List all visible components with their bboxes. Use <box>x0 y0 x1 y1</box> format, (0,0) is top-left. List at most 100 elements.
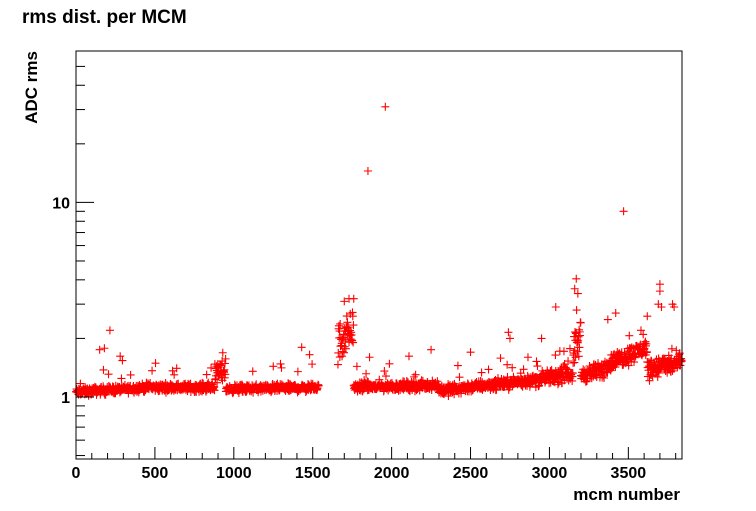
data-point <box>348 336 357 345</box>
data-point <box>562 364 571 373</box>
data-point <box>221 354 230 363</box>
data-point <box>99 365 108 374</box>
data-point <box>573 347 582 356</box>
data-point <box>344 323 353 332</box>
y-axis-label: ADC rms <box>22 51 41 124</box>
data-point <box>207 363 216 372</box>
data-point <box>314 381 323 390</box>
data-point <box>217 361 226 370</box>
data-point-outlier <box>105 326 114 335</box>
data-point-outlier <box>116 352 125 361</box>
data-point <box>336 319 345 328</box>
data-point-outlier <box>572 274 581 283</box>
data-point <box>340 342 349 351</box>
data-point <box>220 365 229 374</box>
data-point <box>210 386 219 395</box>
data-point <box>349 321 358 330</box>
x-tick-label: 1000 <box>216 465 252 482</box>
data-point <box>213 378 222 387</box>
data-point <box>338 352 347 361</box>
data-point-outlier <box>573 289 582 298</box>
data-point <box>574 352 583 361</box>
data-point-outlier <box>603 315 612 324</box>
x-tick-label: 0 <box>72 465 81 482</box>
data-point <box>553 380 562 389</box>
x-tick-label: 3500 <box>611 465 647 482</box>
data-point <box>572 306 581 315</box>
data-point <box>455 373 464 382</box>
data-point <box>523 353 532 362</box>
data-point <box>148 366 157 375</box>
data-point <box>453 361 462 370</box>
data-point-outlier <box>297 343 306 352</box>
data-point <box>76 379 85 388</box>
data-point <box>221 370 230 379</box>
data-point <box>364 378 373 387</box>
y-axis: 1 10 <box>52 65 94 457</box>
data-point <box>642 347 651 356</box>
data-point <box>576 331 585 340</box>
data-point-outlier <box>340 297 349 306</box>
data-point <box>503 360 512 369</box>
data-point <box>348 312 357 321</box>
data-point-outlier <box>670 303 679 312</box>
data-point <box>168 366 177 375</box>
data-point-outlier <box>100 344 109 353</box>
data-point <box>574 332 583 341</box>
data-point-outlier <box>643 312 652 321</box>
data-point <box>559 347 568 356</box>
data-point <box>343 318 352 327</box>
data-point <box>411 370 420 379</box>
data-point <box>334 321 343 330</box>
data-point <box>639 330 648 339</box>
data-point-outlier <box>363 167 372 176</box>
data-point <box>277 363 286 372</box>
data-point <box>276 359 285 368</box>
data-point-outlier <box>611 309 620 318</box>
x-tick-label: 3000 <box>532 465 568 482</box>
y-tick-label: 10 <box>52 195 70 212</box>
data-point-outlier <box>381 102 390 111</box>
data-point <box>496 354 505 363</box>
data-point <box>218 348 227 357</box>
data-point-outlier <box>349 294 358 303</box>
data-point <box>477 368 486 377</box>
data-point <box>532 357 541 366</box>
data-point-outlier <box>504 328 513 337</box>
data-point <box>104 370 113 379</box>
data-point <box>570 358 579 367</box>
data-point <box>308 360 317 369</box>
data-point <box>375 375 384 384</box>
data-point <box>339 348 348 357</box>
data-point <box>220 359 229 368</box>
data-point-outlier <box>570 284 579 293</box>
data-point <box>170 370 179 379</box>
data-point <box>565 344 574 353</box>
y-tick-label: 1 <box>61 390 70 407</box>
x-axis-label: mcm number <box>573 485 680 504</box>
data-point <box>293 367 302 376</box>
data-point <box>380 367 389 376</box>
data-point <box>345 326 354 335</box>
x-axis: 0 500 1000 1500 2000 2500 3000 3500 <box>72 447 677 482</box>
data-point <box>381 372 390 381</box>
data-point <box>341 344 350 353</box>
data-point-outlier <box>655 280 664 289</box>
data-point <box>625 331 634 340</box>
data-point-outlier <box>365 353 374 362</box>
data-point <box>576 318 585 327</box>
data-point <box>594 359 603 368</box>
data-point <box>645 376 654 385</box>
data-point-outlier <box>427 345 436 354</box>
plot-frame <box>75 50 683 460</box>
data-point <box>385 359 394 368</box>
data-point <box>642 339 651 348</box>
data-point <box>402 376 411 385</box>
data-point-outlier <box>505 334 514 343</box>
data-point <box>362 369 371 378</box>
data-point <box>126 370 135 379</box>
data-point <box>667 344 676 353</box>
data-point <box>202 370 211 379</box>
data-point-outlier <box>95 345 104 354</box>
